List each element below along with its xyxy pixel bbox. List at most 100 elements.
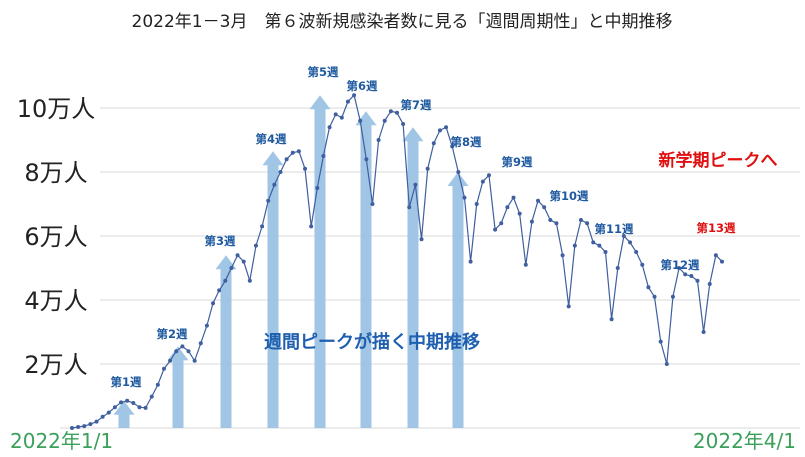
data-point (431, 141, 436, 146)
data-point (578, 218, 583, 222)
data-point (683, 272, 688, 277)
data-point (223, 278, 228, 283)
data-point (554, 221, 559, 226)
data-point (168, 358, 173, 363)
data-point (296, 149, 301, 154)
data-point (161, 366, 166, 371)
data-point (106, 410, 111, 415)
y-tick-label: 4万人 (24, 287, 87, 315)
data-point (119, 400, 124, 405)
data-point (303, 166, 308, 171)
data-point (444, 125, 449, 130)
week-label: 第9週 (501, 155, 533, 169)
data-point (646, 285, 651, 290)
data-point (493, 227, 498, 232)
data-point (548, 218, 553, 222)
data-point (413, 182, 418, 187)
data-point (566, 304, 571, 309)
peak-arrow (447, 172, 469, 428)
data-point (720, 259, 724, 264)
data-point (450, 144, 455, 149)
y-axis-tick-labels: 2万人 4万人 6万人 8万人 10万人 (17, 95, 96, 379)
data-point (407, 205, 412, 210)
data-point (192, 358, 197, 363)
week-label: 第2週 (156, 327, 188, 341)
data-point (315, 186, 320, 190)
data-point (174, 349, 179, 354)
x-end-label: 2022年4/1 (693, 429, 796, 453)
data-point (652, 294, 657, 299)
data-point (536, 198, 541, 203)
y-tick-label: 6万人 (24, 223, 87, 251)
data-point (70, 426, 74, 430)
data-point (272, 182, 277, 187)
data-point (603, 250, 608, 254)
data-point (695, 278, 700, 283)
data-point (511, 195, 516, 200)
peak-arrow (215, 255, 237, 428)
data-point (358, 118, 363, 123)
x-start-label: 2022年1/1 (10, 429, 113, 453)
peak-arrow (402, 127, 424, 428)
data-point (419, 237, 424, 242)
week-label: 第5週 (307, 65, 339, 79)
week-label: 第13週 (696, 221, 736, 235)
data-point (253, 243, 258, 248)
data-point (585, 221, 590, 226)
data-point (339, 115, 344, 120)
data-point (137, 405, 142, 410)
data-point (456, 170, 461, 174)
data-point (217, 288, 222, 293)
data-point (529, 219, 534, 224)
data-point (658, 339, 663, 344)
data-point (615, 266, 620, 270)
data-point (198, 341, 203, 346)
week-label: 第3週 (204, 234, 236, 248)
data-point (327, 125, 332, 130)
data-point (480, 179, 485, 184)
data-point (266, 198, 271, 203)
data-point (609, 317, 614, 322)
data-point (186, 349, 191, 354)
data-point (149, 394, 154, 399)
data-point (468, 259, 473, 264)
data-point (260, 224, 265, 229)
y-tick-label: 2万人 (24, 351, 87, 379)
peak-arrow (113, 400, 135, 428)
data-point (499, 221, 504, 226)
data-point (542, 205, 547, 210)
y-tick-label: 8万人 (24, 159, 87, 187)
data-point (155, 382, 160, 387)
data-point (376, 138, 381, 142)
data-point (88, 422, 93, 427)
data-point (388, 109, 393, 114)
week-label: 第4週 (255, 132, 287, 146)
week-label: 第11週 (594, 222, 634, 236)
peak-arrow (355, 111, 377, 428)
data-point (634, 250, 639, 254)
weekly-peak-arrows (113, 95, 469, 428)
week-label: 第10週 (549, 189, 589, 203)
data-point (640, 262, 645, 267)
data-point (180, 344, 185, 349)
data-point (290, 150, 295, 155)
data-point (425, 166, 430, 171)
data-point (437, 128, 442, 133)
week-label: 第1週 (110, 375, 142, 389)
data-point (707, 282, 712, 286)
data-point (505, 205, 510, 210)
data-point (572, 243, 577, 248)
data-point (664, 362, 669, 366)
data-point (309, 224, 314, 229)
data-point (112, 405, 117, 410)
data-point (486, 173, 491, 178)
data-point (284, 157, 289, 162)
data-point (621, 234, 626, 238)
data-point (352, 93, 357, 98)
data-point (370, 202, 375, 206)
data-point (82, 424, 87, 429)
data-point (345, 99, 350, 104)
y-tick-label: 10万人 (17, 95, 96, 123)
